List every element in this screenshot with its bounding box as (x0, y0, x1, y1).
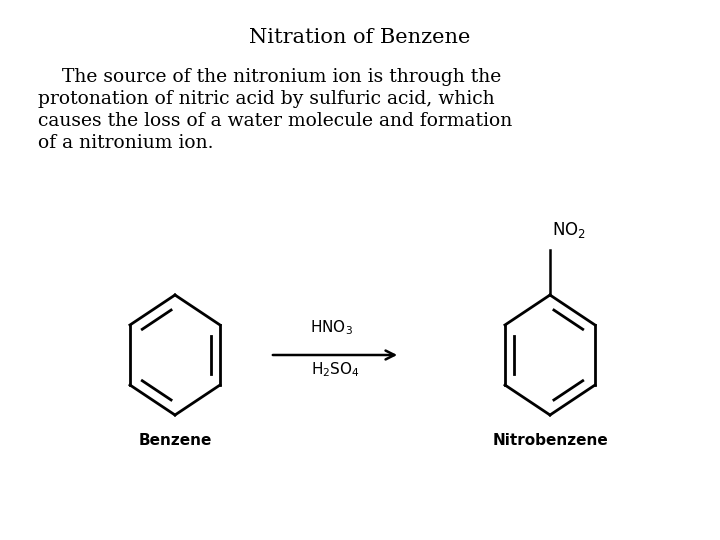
Text: The source of the nitronium ion is through the: The source of the nitronium ion is throu… (38, 68, 501, 86)
Text: NO$_2$: NO$_2$ (552, 220, 586, 240)
Text: causes the loss of a water molecule and formation: causes the loss of a water molecule and … (38, 112, 512, 130)
Text: Nitrobenzene: Nitrobenzene (492, 433, 608, 448)
Text: Benzene: Benzene (138, 433, 212, 448)
Text: of a nitronium ion.: of a nitronium ion. (38, 134, 214, 152)
Text: protonation of nitric acid by sulfuric acid, which: protonation of nitric acid by sulfuric a… (38, 90, 495, 108)
Text: HNO$_3$: HNO$_3$ (310, 318, 353, 337)
Text: Nitration of Benzene: Nitration of Benzene (249, 28, 471, 47)
Text: H$_2$SO$_4$: H$_2$SO$_4$ (310, 360, 359, 379)
